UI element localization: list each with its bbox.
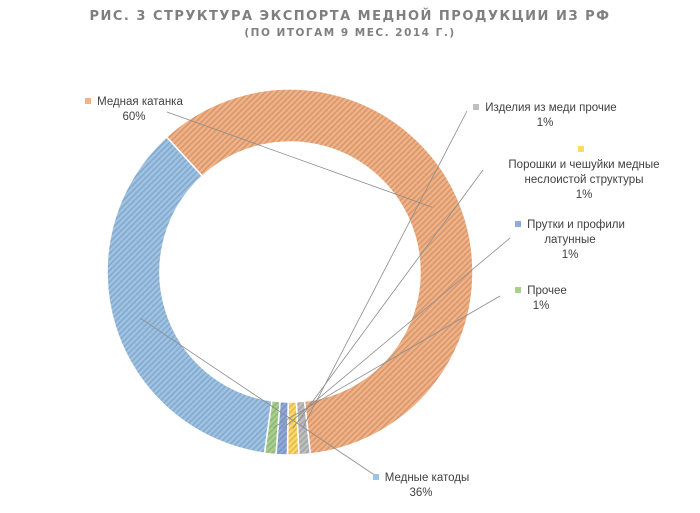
leader-line-1 (166, 111, 433, 208)
slice-0 (106, 135, 273, 455)
leader-line-4 (282, 237, 511, 429)
slice-value: 60% (122, 111, 146, 123)
legend-swatch (578, 146, 584, 152)
legend-swatch (515, 287, 522, 293)
slice-name: Порошки и чешуйки медные неслоистой стру… (508, 159, 660, 186)
leader-line-0 (140, 317, 377, 477)
leader-line-2 (302, 110, 468, 429)
data-label-copper-powders: Порошки и чешуйки медные неслоистой стру… (482, 143, 686, 203)
data-label-brass-bars: Прутки и профили латунные 1% (500, 218, 640, 263)
slice-name: Изделия из меди прочие (485, 102, 617, 114)
slice-name: Прутки и профили латунные (500, 218, 640, 248)
legend-swatch (473, 104, 480, 110)
slice-name: Прочее (527, 285, 567, 297)
slice-value: 1% (561, 249, 579, 261)
slice-1 (165, 88, 474, 455)
slice-5 (263, 399, 281, 456)
slice-value: 1% (536, 117, 554, 129)
slice-value: 1% (575, 189, 593, 201)
data-label-copper-rod: Медная катанка 60% (74, 95, 194, 125)
legend-swatch (515, 221, 522, 227)
chart-title: РИС. 3 СТРУКТУРА ЭКСПОРТА МЕДНОЙ ПРОДУКЦ… (89, 9, 611, 24)
slice-name: Медные катоды (384, 472, 470, 484)
legend-swatch (85, 98, 92, 104)
leader-line-5 (272, 295, 501, 428)
data-label-other-copper-products: Изделия из меди прочие 1% (462, 101, 628, 131)
data-label-other: Прочее 1% (496, 284, 586, 314)
chart-subtitle: (ПО ИТОГАМ 9 МЕС. 2014 Г.) (244, 27, 456, 39)
slice-value: 36% (409, 487, 433, 499)
slice-value: 1% (532, 300, 550, 312)
leader-line-3 (292, 169, 484, 429)
slice-name: Медная катанка (97, 96, 183, 108)
legend-swatch (372, 474, 379, 480)
data-label-copper-cathodes: Медные катоды 36% (356, 471, 486, 501)
